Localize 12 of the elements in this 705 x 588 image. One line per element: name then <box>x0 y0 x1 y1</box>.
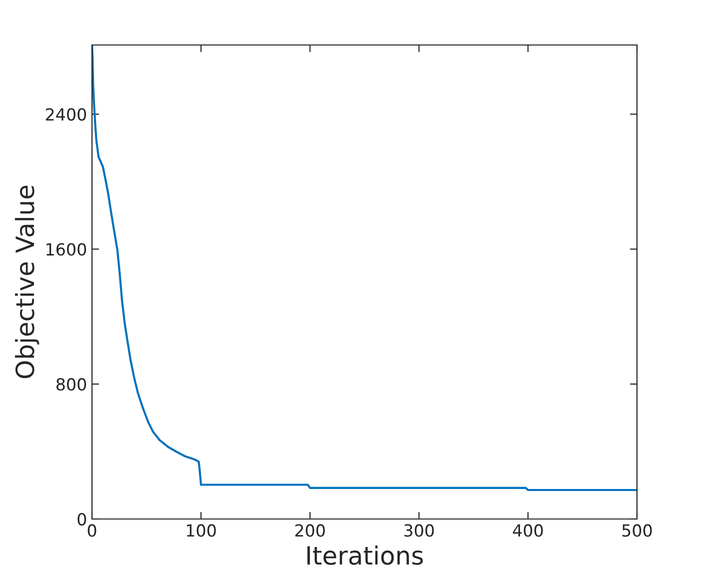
y-axis-title: Objective Value <box>14 186 40 378</box>
x-tick-label: 100 <box>186 524 216 537</box>
y-tick-label: 1600 <box>46 243 86 256</box>
x-tick-label: 300 <box>404 524 434 537</box>
y-tick-label: 2400 <box>46 108 86 121</box>
y-tick-label: 800 <box>56 378 86 391</box>
x-axis-title: Iterations <box>307 546 423 565</box>
x-tick-label: 500 <box>622 524 652 537</box>
x-tick-label: 200 <box>295 524 325 537</box>
x-tick-label: 400 <box>512 524 543 537</box>
y-tick-label: 0 <box>78 512 86 526</box>
x-tick-label: 0 <box>88 524 96 537</box>
